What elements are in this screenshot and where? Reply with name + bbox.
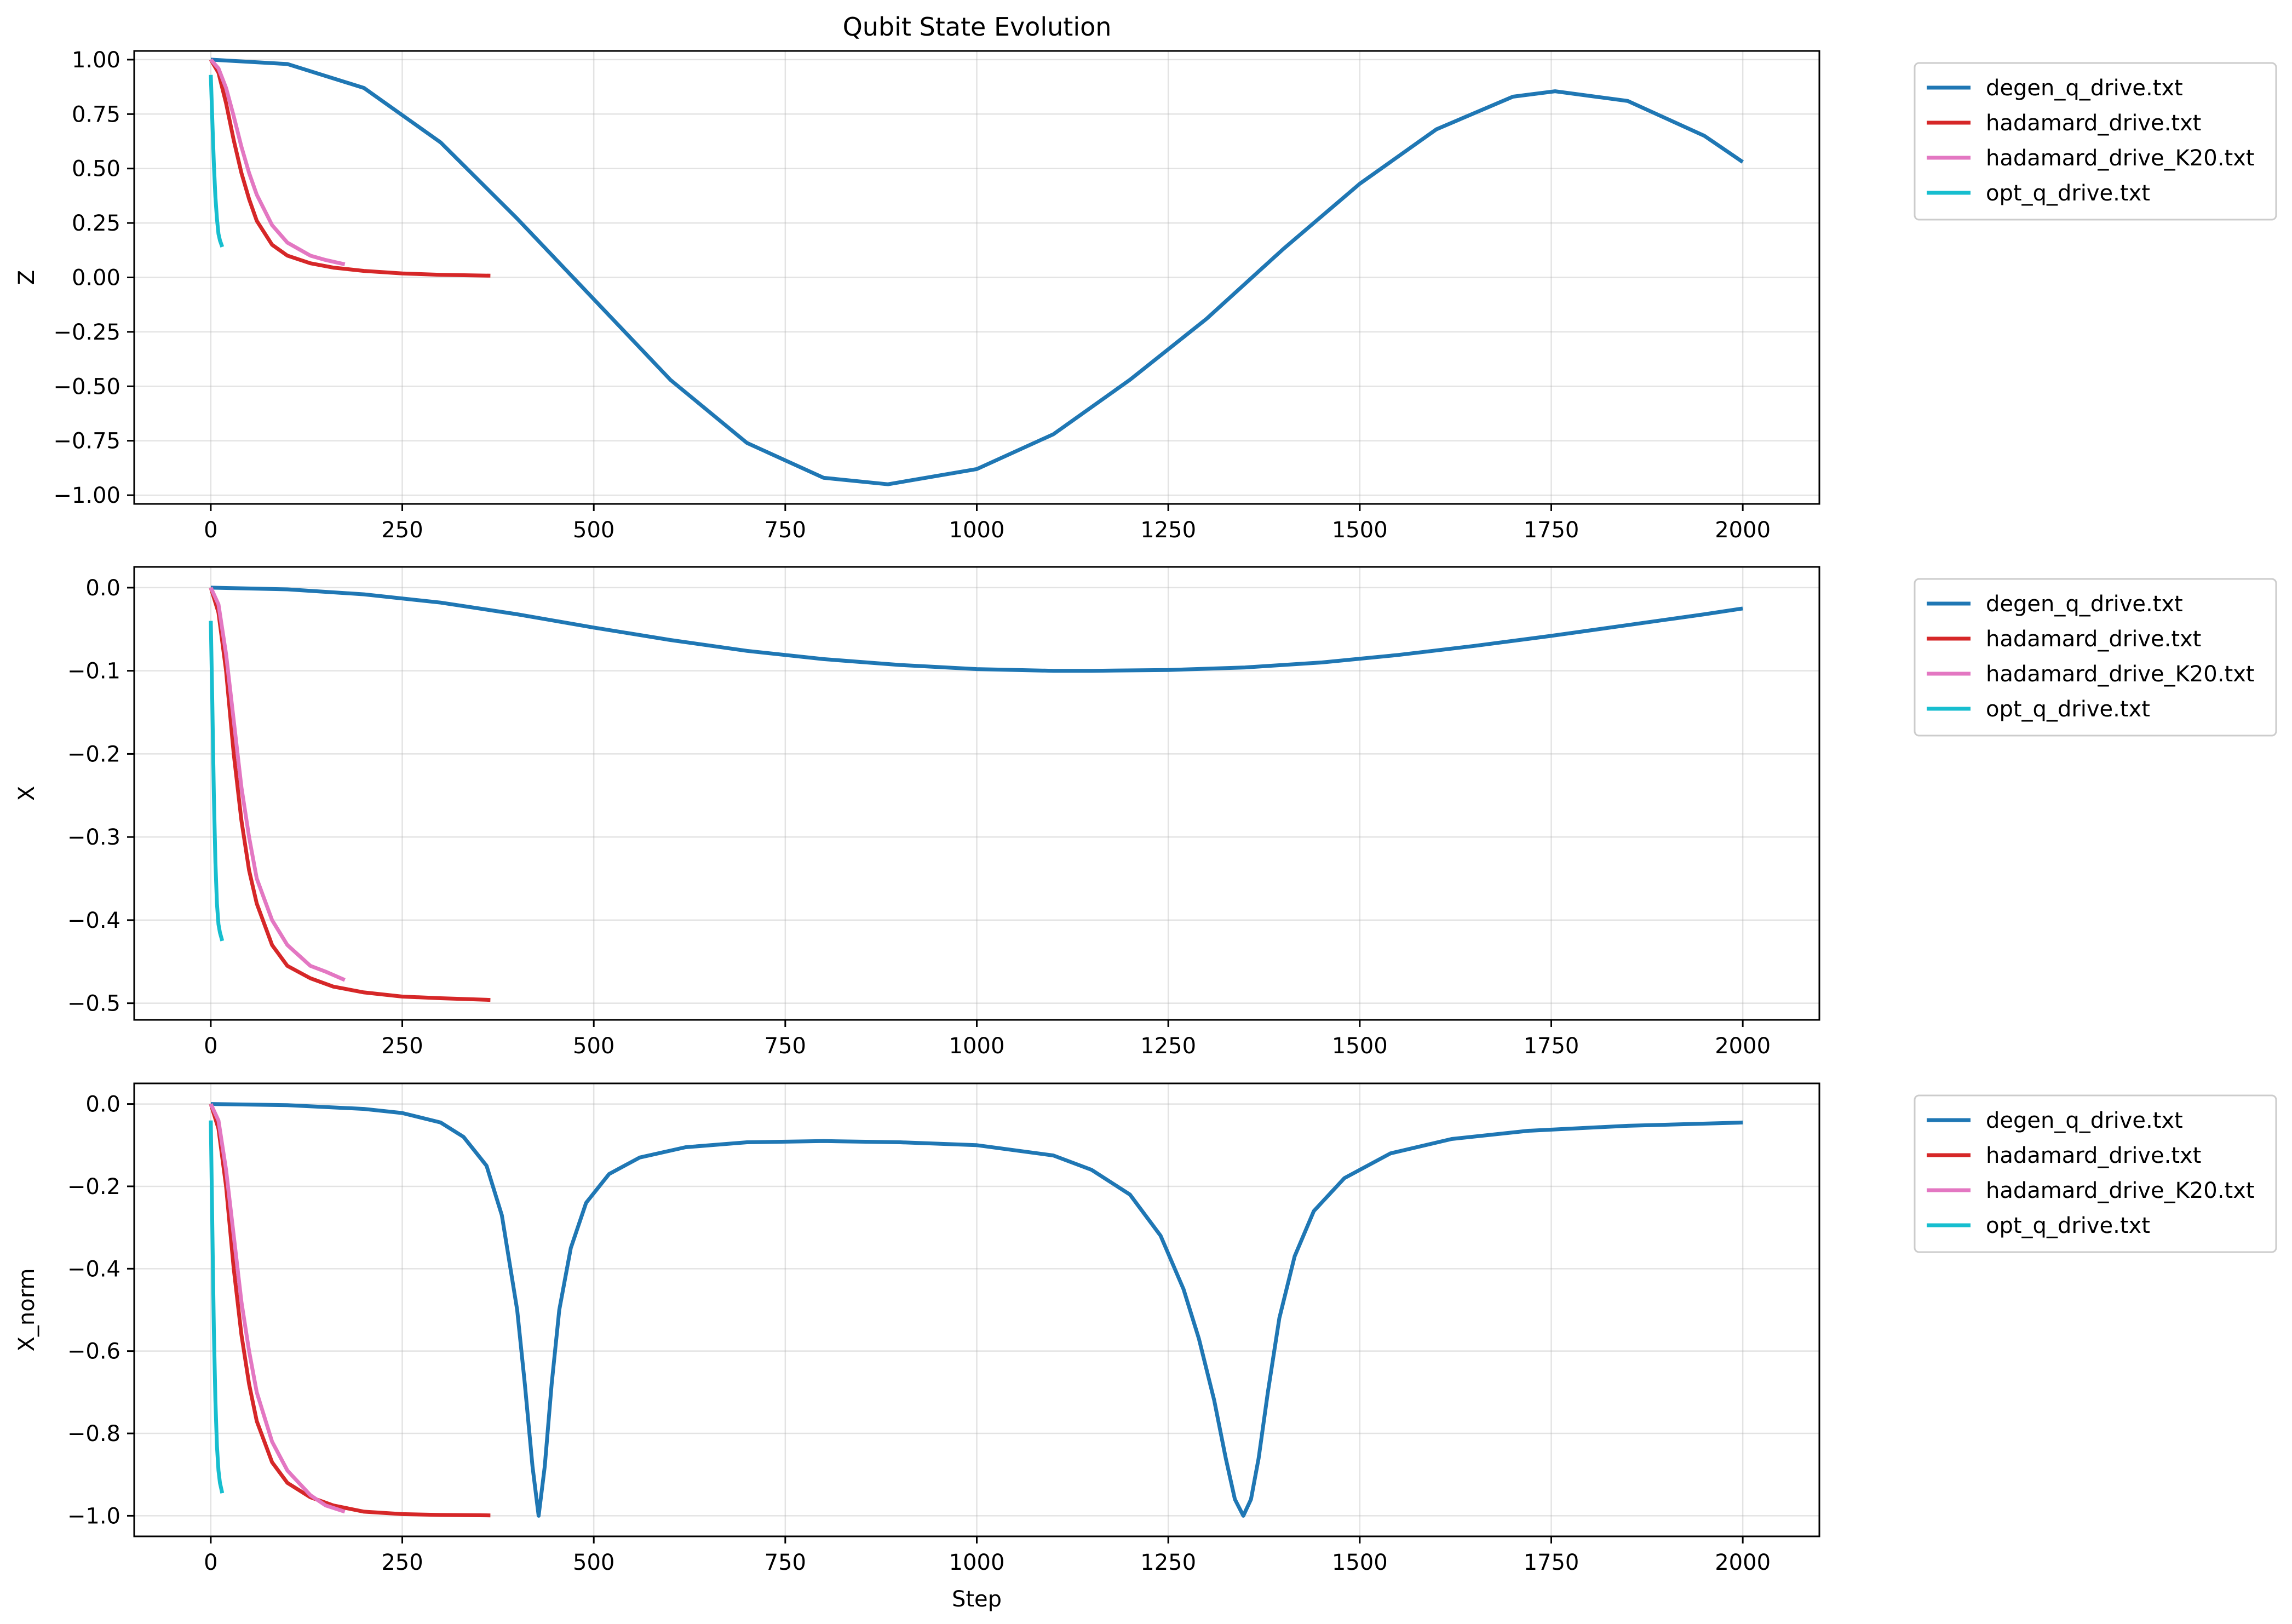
x-axis-label: Step [952, 1587, 1002, 1612]
x-tick-label: 1250 [1140, 518, 1196, 543]
y-axis-label: X_norm [14, 1269, 39, 1352]
series-line-1 [210, 1102, 1743, 1518]
legend: degen_q_drive.txt hadamard_drive.txthadam… [1914, 578, 2277, 737]
y-tick-label: 0.00 [72, 266, 120, 291]
x-tick-label: 250 [381, 1550, 423, 1575]
y-tick-label: −0.50 [53, 374, 120, 399]
y-tick-label: 0.0 [85, 1092, 120, 1117]
y-tick-label: −0.4 [67, 908, 120, 933]
panel-1: 0 250 500 750 1000 1250 1500 1750 2000 1.00 0.75 0.… [14, 48, 2277, 543]
x-tick-label: 500 [573, 518, 614, 543]
x-tick-label: 2000 [1715, 1034, 1771, 1059]
x-tick-label: 1500 [1332, 518, 1388, 543]
legend-entry: hadamard_drive_K20.txt [1986, 146, 2255, 171]
legend-entry: opt_q_drive.txt [1986, 697, 2150, 722]
legend-box [1914, 578, 2277, 737]
legend-entry: degen_q_drive.txt [1986, 592, 2183, 617]
legend-entry: opt_q_drive.txt [1986, 1213, 2150, 1238]
x-tick-label: 1750 [1524, 1550, 1579, 1575]
x-tick-label: 750 [765, 1034, 806, 1059]
legend-entry: hadamard_drive.txt [1986, 111, 2201, 136]
y-tick-label: −0.75 [53, 429, 120, 454]
x-tick-label: 500 [573, 1550, 614, 1575]
series-line-4 [209, 1120, 225, 1494]
x-tick-label: 1750 [1524, 518, 1579, 543]
series-line-3 [209, 1103, 346, 1514]
legend: degen_q_drive.txt hadamard_drive.txthadam… [1914, 1094, 2277, 1253]
y-tick-label: −0.3 [67, 825, 120, 850]
chart-title: Qubit State Evolution [843, 12, 1112, 42]
legend-entry: degen_q_drive.txt [1986, 1108, 2183, 1133]
x-tick-label: 500 [573, 1034, 614, 1059]
y-axis-label: Z [14, 270, 39, 285]
x-tick-label: 1000 [949, 1034, 1005, 1059]
y-tick-label: −0.25 [53, 320, 120, 345]
y-tick-label: −0.2 [67, 1174, 120, 1200]
y-tick-label: 1.00 [72, 48, 120, 73]
y-tick-label: −0.2 [67, 742, 120, 767]
y-tick-label: −1.0 [67, 1504, 120, 1529]
series-line-4 [209, 74, 225, 248]
x-tick-label: 1000 [949, 1550, 1005, 1575]
x-tick-label: 2000 [1715, 1550, 1771, 1575]
x-tick-label: 1000 [949, 518, 1005, 543]
y-tick-label: 0.75 [72, 102, 120, 127]
legend-entry: hadamard_drive.txt [1986, 627, 2201, 652]
series-line-2 [209, 587, 491, 1002]
x-tick-label: 1250 [1140, 1550, 1196, 1575]
series-line-1 [210, 58, 1744, 486]
y-tick-label: −0.1 [67, 659, 120, 684]
y-tick-label: −0.8 [67, 1421, 120, 1447]
x-tick-label: 250 [381, 1034, 423, 1059]
x-tick-label: 2000 [1715, 518, 1771, 543]
x-tick-label: 1750 [1524, 1034, 1579, 1059]
legend-entry: hadamard_drive_K20.txt [1986, 1178, 2255, 1203]
legend-entry: degen_q_drive.txt [1986, 76, 2183, 101]
series-line-3 [209, 58, 346, 267]
panel-3: 0 250 500 750 1000 1250 1500 1750 2000 0.0 −0.2 −0.… [14, 1082, 2277, 1612]
x-tick-label: 0 [204, 1034, 217, 1059]
y-tick-label: −0.6 [67, 1339, 120, 1364]
x-tick-label: 750 [765, 1550, 806, 1575]
y-tick-label: 0.0 [85, 576, 120, 601]
y-tick-label: −0.5 [67, 991, 120, 1017]
x-tick-label: 750 [765, 518, 806, 543]
x-tick-label: 1500 [1332, 1034, 1388, 1059]
series-line-1 [210, 586, 1743, 673]
y-tick-label: 0.25 [72, 211, 120, 236]
series-line-4 [209, 621, 225, 942]
x-tick-label: 250 [381, 518, 423, 543]
series-line-2 [209, 1103, 491, 1518]
legend-entry: hadamard_drive_K20.txt [1986, 662, 2255, 687]
series-line-3 [209, 587, 346, 982]
series-line-2 [209, 59, 491, 278]
y-tick-label: −0.4 [67, 1256, 120, 1282]
x-tick-label: 0 [204, 1550, 217, 1575]
legend-box [1914, 1094, 2277, 1253]
panel-2: 0 250 500 750 1000 1250 1500 1750 2000 0.0 −0.1 −0.… [14, 566, 2277, 1059]
legend: degen_q_drive.txt hadamard_drive.txthadam… [1914, 62, 2277, 221]
legend-box [1914, 62, 2277, 221]
y-tick-label: −1.00 [53, 483, 120, 508]
y-axis-label: X [14, 786, 39, 801]
y-tick-label: 0.50 [72, 157, 120, 182]
legend-entry: opt_q_drive.txt [1986, 181, 2150, 206]
x-tick-label: 1500 [1332, 1550, 1388, 1575]
x-tick-label: 1250 [1140, 1034, 1196, 1059]
x-tick-label: 0 [204, 518, 217, 543]
legend-entry: hadamard_drive.txt [1986, 1143, 2201, 1168]
